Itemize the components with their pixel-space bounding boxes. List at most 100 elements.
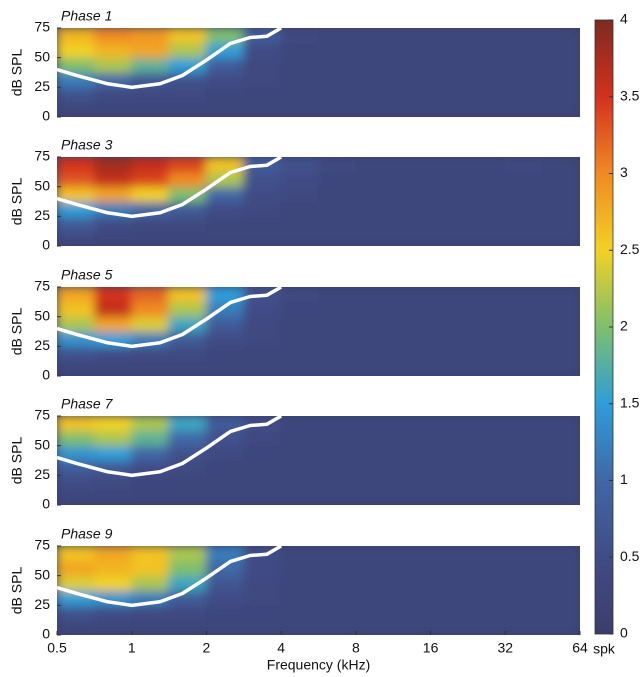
heat-cell [542,546,580,562]
heat-cell [430,57,469,73]
heat-cell [355,460,394,476]
heat-cell [355,201,394,217]
heatmap [57,546,580,635]
heat-cell [131,360,170,376]
heat-cell [94,416,133,432]
heat-cell [94,215,133,232]
heat-cell [318,171,357,188]
heat-cell [94,287,133,303]
heat-cell [318,230,357,246]
heat-cell [542,416,580,432]
heat-cell [318,546,357,562]
heat-cell [542,474,580,491]
heat-cell [467,590,506,606]
heat-cell [355,157,394,173]
heat-cell [392,201,432,217]
heat-cell [355,430,394,447]
heat-cell [57,331,96,347]
heat-cell [205,416,245,432]
heat-cell [168,345,207,362]
heat-cell [392,42,432,59]
heat-cell [168,546,207,562]
panel: Phase 9 0 25 50 75 dB SPL 0.5 1 2 4 8 16 32 64 Frequen… [9,526,588,673]
heat-cell [504,619,544,635]
heat-cell [94,57,133,73]
heat-cell [318,430,357,447]
heat-cell [504,430,544,447]
heat-cell [392,287,432,303]
heat-cell [504,460,544,476]
colorbar-tick-label: 4 [620,11,628,27]
heatmap [57,28,580,117]
heat-cell [280,86,320,103]
heat-cell [318,460,357,476]
heat-cell [355,57,394,73]
heat-cell [57,186,96,202]
heat-cell [243,86,282,103]
heatmap-clip [57,28,580,117]
heat-cell [504,28,544,44]
heat-cell [392,186,432,202]
heat-cell [430,546,469,562]
y-tick-label: 75 [34,148,50,164]
heat-cell [430,86,469,103]
heat-cell [131,101,170,117]
heat-cell [392,619,432,635]
heat-cell [280,416,320,432]
heat-cell [392,72,432,88]
heat-cell [131,430,170,447]
heat-cell [542,215,580,232]
heat-cell [280,604,320,621]
heat-cell [467,316,506,332]
heat-cell [280,316,320,332]
heat-cell [131,474,170,491]
heat-cell [542,316,580,332]
heat-cell [131,345,170,362]
heat-cell [430,489,469,505]
heat-cell [430,72,469,88]
panel: Phase 7 0 25 50 75 dB SPL [9,396,580,512]
colorbar-tick-label: 2 [620,318,628,334]
y-tick-label: 0 [42,496,50,512]
heat-cell [542,445,580,461]
heat-cell [467,72,506,88]
heat-cell [280,575,320,591]
heat-cell [392,460,432,476]
heat-cell [467,171,506,188]
heat-cell [542,604,580,621]
heat-cell [94,575,133,591]
heat-cell [542,230,580,246]
heat-cell [355,474,394,491]
x-tick-label: 0.5 [47,640,67,656]
heat-cell [243,489,282,505]
heat-cell [131,57,170,73]
heat-cell [94,42,133,59]
heat-cell [57,360,96,376]
heat-cell [542,460,580,476]
heat-cell [131,604,170,621]
heat-cell [94,474,133,491]
heat-cell [392,215,432,232]
heat-cell [168,42,207,59]
heat-cell [430,201,469,217]
heat-cell [355,186,394,202]
heat-cell [355,316,394,332]
heat-cell [392,360,432,376]
heat-cell [168,575,207,591]
heat-cell [243,575,282,591]
heatmap [57,287,580,376]
heat-cell [280,619,320,635]
heat-cell [243,230,282,246]
heat-cell [355,604,394,621]
heatmap-clip [57,287,580,376]
heat-cell [318,42,357,59]
heat-cell [280,186,320,202]
heat-cell [430,360,469,376]
heat-cell [430,445,469,461]
heat-cell [542,101,580,117]
heat-cell [94,430,133,447]
heat-cell [467,28,506,44]
heat-cell [504,42,544,59]
heat-cell [318,316,357,332]
x-tick-label: 2 [203,640,211,656]
